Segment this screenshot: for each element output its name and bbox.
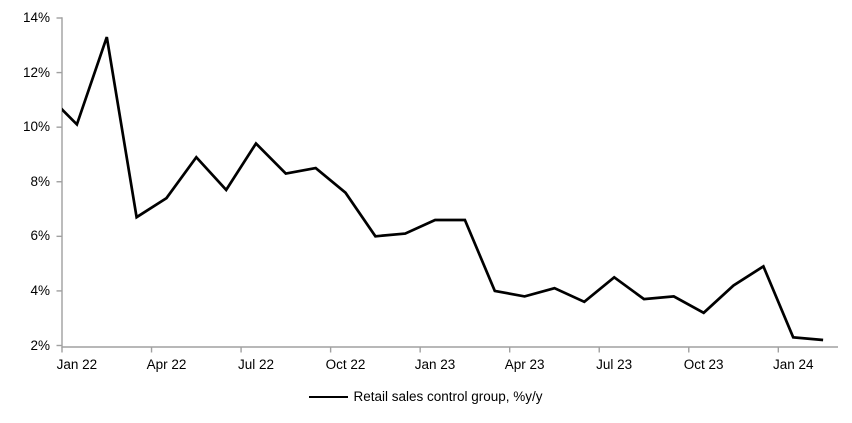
y-axis-label: 4% <box>30 282 50 298</box>
y-axis-label: 6% <box>30 228 50 244</box>
x-axis-label: Oct 22 <box>325 357 366 372</box>
x-axis-label: Jul 23 <box>596 357 633 372</box>
x-axis-label: Jan 22 <box>56 357 98 372</box>
x-axis-label: Jul 22 <box>237 357 275 372</box>
x-axis-label: Jan 24 <box>772 357 814 372</box>
y-axis-label: 14% <box>22 10 50 25</box>
chart-legend: Retail sales control group, %y/y <box>0 389 852 404</box>
x-axis-label: Oct 23 <box>683 357 724 372</box>
x-axis-label: Apr 22 <box>146 357 187 372</box>
x-axis-label: Jan 23 <box>414 357 456 372</box>
y-axis-label: 12% <box>22 64 50 80</box>
x-axis-label: Apr 23 <box>504 357 545 372</box>
legend-label: Retail sales control group, %y/y <box>353 389 543 404</box>
y-axis-label: 2% <box>30 337 50 353</box>
y-axis-label: 10% <box>22 119 50 135</box>
series-line-retail-sales-control-group <box>62 36 824 342</box>
legend-line-swatch <box>309 395 349 398</box>
y-axis-label: 8% <box>30 173 50 189</box>
